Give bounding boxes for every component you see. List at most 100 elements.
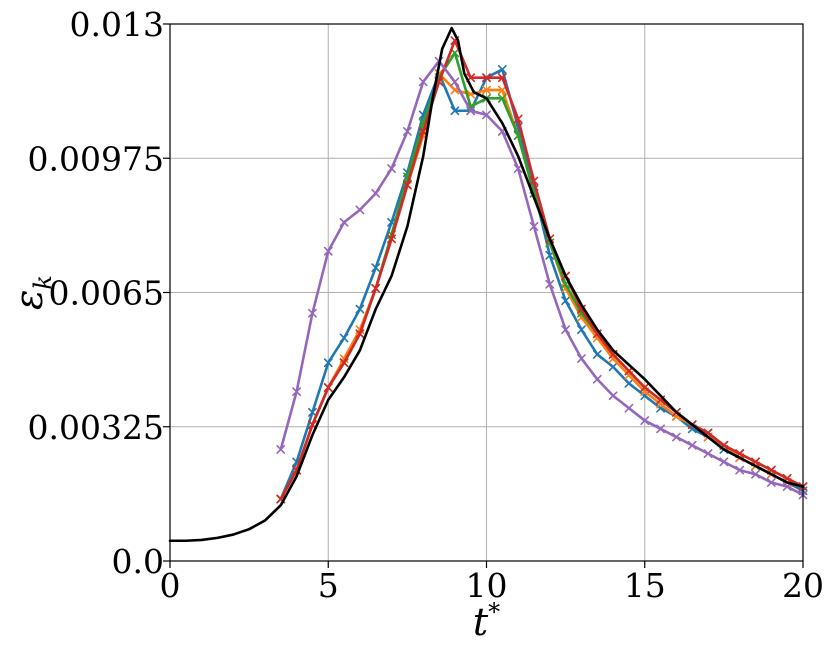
- data-point: [339, 217, 349, 227]
- data-point: [545, 279, 555, 289]
- marker-stroke: [592, 374, 602, 384]
- x-tick-label: 15: [624, 566, 666, 605]
- data-point: [624, 403, 634, 413]
- marker-stroke: [339, 333, 349, 343]
- marker-stroke: [482, 73, 491, 83]
- data-point: [276, 445, 286, 454]
- x-axis-label: t*: [473, 598, 500, 644]
- data-point: [450, 106, 460, 116]
- data-point: [513, 114, 523, 124]
- data-point: [577, 325, 586, 335]
- marker-stroke: [339, 217, 349, 227]
- data-point: [355, 329, 365, 339]
- marker-stroke: [387, 234, 396, 244]
- series-line: [279, 68, 805, 501]
- marker-stroke: [703, 449, 713, 459]
- marker-stroke: [608, 362, 618, 372]
- marker-stroke: [466, 106, 476, 116]
- series-line: [279, 51, 805, 501]
- data-point: [624, 378, 634, 388]
- marker-stroke: [323, 358, 333, 368]
- data-point: [671, 432, 681, 442]
- marker-stroke: [624, 403, 634, 413]
- marker-stroke: [497, 73, 507, 83]
- marker-stroke: [640, 383, 650, 392]
- data-point: [371, 263, 381, 273]
- marker-stroke: [497, 93, 507, 103]
- data-point: [355, 205, 365, 215]
- data-point: [323, 246, 333, 256]
- marker-stroke: [608, 391, 618, 401]
- marker-stroke: [402, 180, 412, 190]
- data-point: [640, 383, 650, 392]
- data-point: [466, 106, 476, 116]
- marker-stroke: [276, 494, 286, 504]
- y-axis-label-base: ε: [7, 290, 51, 310]
- marker-stroke: [529, 176, 539, 186]
- marker-stroke: [323, 383, 333, 392]
- series-1: [276, 65, 808, 504]
- marker-stroke: [497, 65, 507, 74]
- series-0: [168, 26, 805, 543]
- marker-stroke: [561, 325, 571, 335]
- series-line: [279, 72, 805, 501]
- series-line: [168, 26, 805, 543]
- marker-stroke: [308, 407, 317, 417]
- marker-stroke: [624, 378, 634, 388]
- data-point: [323, 383, 333, 392]
- data-point: [766, 478, 776, 487]
- marker-stroke: [276, 445, 286, 454]
- data-point: [482, 110, 491, 120]
- data-point: [656, 424, 665, 434]
- marker-stroke: [292, 387, 302, 397]
- data-point: [529, 222, 539, 231]
- x-tick-label: 20: [782, 566, 824, 605]
- data-point: [577, 354, 586, 363]
- marker-stroke: [545, 279, 555, 289]
- marker-stroke: [371, 283, 381, 293]
- marker-stroke: [450, 77, 460, 87]
- x-tick-label: 5: [318, 566, 339, 605]
- marker-stroke: [640, 416, 650, 425]
- data-point: [751, 469, 760, 479]
- marker-stroke: [371, 188, 381, 198]
- y-axis-label: εk: [7, 275, 57, 310]
- data-point: [640, 416, 650, 425]
- marker-stroke: [577, 325, 586, 335]
- marker-stroke: [339, 358, 349, 368]
- series-4: [276, 36, 808, 504]
- series-line: [279, 39, 805, 501]
- grid-lines: [169, 23, 804, 562]
- data-point: [608, 362, 618, 372]
- marker-stroke: [482, 110, 491, 120]
- x-axis-label-base: t: [473, 600, 489, 644]
- data-point: [497, 73, 507, 83]
- data-point: [561, 325, 571, 335]
- marker-stroke: [450, 48, 460, 58]
- marker-stroke: [418, 127, 428, 136]
- y-tick-label: 0.00975: [28, 139, 164, 178]
- y-tick-label: 0.00325: [28, 408, 164, 447]
- marker-stroke: [592, 350, 602, 359]
- marker-stroke: [482, 85, 491, 95]
- y-tick-label: 0.0: [112, 542, 164, 581]
- data-point: [482, 85, 491, 95]
- marker-stroke: [561, 296, 571, 306]
- marker-stroke: [308, 420, 317, 430]
- series-line: [279, 59, 805, 497]
- marker-stroke: [513, 164, 523, 173]
- series-5: [276, 56, 808, 500]
- data-point: [497, 93, 507, 103]
- data-point: [529, 176, 539, 186]
- marker-stroke: [529, 222, 539, 231]
- marker-stroke: [418, 77, 428, 87]
- marker-stroke: [513, 114, 523, 124]
- series-2: [276, 69, 808, 504]
- data-point: [371, 283, 381, 293]
- series-3: [276, 48, 808, 504]
- marker-stroke: [577, 354, 586, 363]
- data-point: [402, 180, 412, 190]
- marker-stroke: [719, 457, 729, 467]
- marker-stroke: [766, 478, 776, 487]
